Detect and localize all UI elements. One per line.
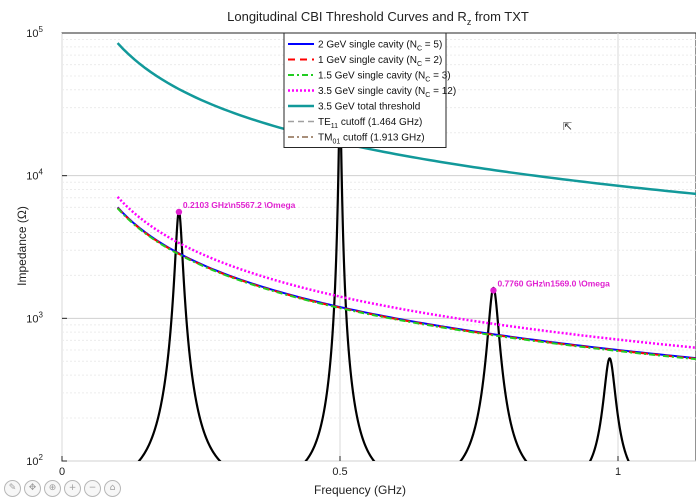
legend-entry-label: 1 GeV single cavity (NC = 2) [318, 55, 442, 68]
legend-entry-label: TE11 cutoff (1.464 GHz) [318, 117, 422, 130]
y-tick-label: 102 [26, 453, 43, 468]
threshold-curve-0 [116, 206, 696, 360]
legend-box [283, 32, 447, 148]
chart-title: Longitudinal CBI Threshold Curves and Rz… [227, 9, 529, 27]
legend-entry-label: TM01 cutoff (1.913 GHz) [318, 133, 425, 146]
peak-marker [490, 287, 497, 294]
brush-tool-button[interactable]: ✎ [4, 480, 21, 497]
threshold-curve-2 [116, 207, 696, 361]
zoom-in-tool-button[interactable]: + [64, 480, 81, 497]
axes: 00.511.52102103104105 [26, 25, 621, 478]
x-tick-label: 1 [615, 466, 621, 478]
y-tick-label: 104 [26, 168, 43, 183]
mouse-pointer-icon: ⇱ [563, 120, 573, 133]
legend-entry-label: 2 GeV single cavity (NC = 5) [318, 40, 442, 53]
pan-tool-button[interactable]: ✥ [24, 480, 41, 497]
peak-label: 0.7760 GHz\n1569.0 \Omega [497, 278, 610, 288]
x-tick-label: 0 [59, 466, 65, 478]
legend-entry-label: 3.5 GeV total threshold [318, 102, 420, 113]
x-axis-title: Frequency (GHz) [314, 483, 406, 497]
axes-toolbar[interactable]: ✎ ✥ ⊕ + − ⌂ [4, 480, 121, 498]
y-axis-title: Impedance (Ω) [15, 206, 29, 286]
zoom-out-tool-button[interactable]: − [84, 480, 101, 497]
legend: 2 GeV single cavity (NC = 5) 1 GeV single… [283, 32, 456, 148]
legend-entry-label: 3.5 GeV single cavity (NC = 12) [318, 86, 456, 99]
restore-view-button[interactable]: ⌂ [104, 480, 121, 497]
datatip-tool-button[interactable]: ⊕ [44, 480, 61, 497]
chart-title-subscript: z [467, 17, 472, 27]
y-tick-label: 105 [26, 25, 43, 40]
y-tick-label: 103 [26, 310, 43, 325]
x-tick-label: 0.5 [332, 466, 347, 478]
peak-marker [175, 208, 183, 216]
peak-label: 0.2103 GHz\n5567.2 \Omega [183, 200, 296, 210]
legend-entry-label: 1.5 GeV single cavity (NC = 3) [318, 71, 451, 84]
